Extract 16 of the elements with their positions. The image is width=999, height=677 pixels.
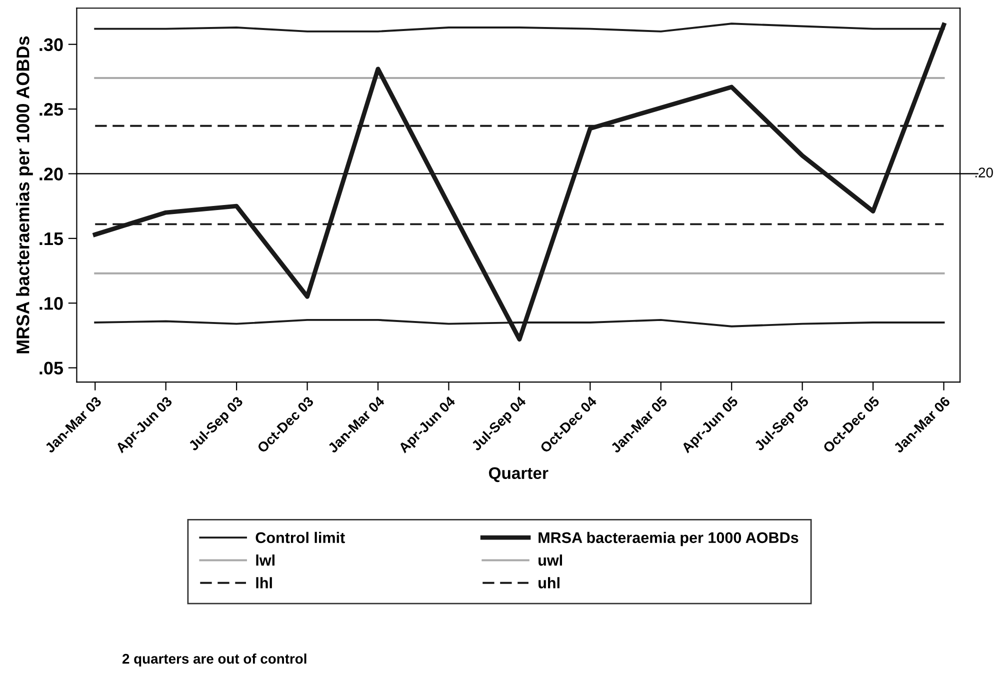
text: 2 quarters are out of control — [122, 654, 306, 666]
y-tick-label: .10 — [40, 297, 63, 310]
y-tick-label: .30 — [40, 38, 63, 52]
y-tick-label: .15 — [40, 232, 64, 246]
ref-line-label: .20 — [975, 168, 993, 178]
y-axis-title: MRSA bacteraemias per 1000 AOBDs — [16, 36, 33, 354]
x-axis-title: Quarter — [488, 467, 548, 482]
y-tick-label: .25 — [40, 102, 64, 116]
legend-label: Control limit — [256, 532, 345, 544]
legend-label: MRSA bacteraemia per 1000 AOBDs — [538, 532, 798, 546]
legend-label: uwl — [538, 554, 562, 566]
legend-label: lhl — [256, 577, 272, 588]
legend-label: uhl — [538, 577, 560, 588]
legend-label: lwl — [256, 554, 274, 566]
y-tick-label: .05 — [40, 362, 64, 375]
y-tick-label: .20 — [40, 168, 63, 180]
